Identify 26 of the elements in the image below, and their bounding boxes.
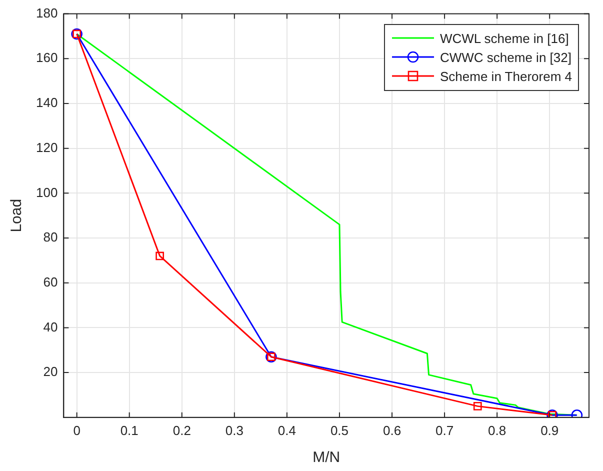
y-tick-label: 140 bbox=[36, 95, 58, 110]
y-tick-label: 180 bbox=[36, 5, 58, 20]
x-tick-label: 0.2 bbox=[172, 422, 191, 438]
y-tick-label: 20 bbox=[43, 364, 58, 380]
y-axis-title: Load bbox=[8, 198, 26, 232]
y-tick-label: 60 bbox=[43, 274, 58, 290]
x-tick-label: 0.8 bbox=[488, 422, 506, 438]
y-tick-label: 160 bbox=[36, 50, 58, 66]
legend-label: Scheme in Therorem 4 bbox=[440, 68, 572, 84]
x-tick-label: 0.4 bbox=[278, 422, 296, 438]
y-tick-label: 120 bbox=[36, 140, 58, 155]
y-tick-label: 100 bbox=[36, 184, 58, 200]
x-tick-label: 0.9 bbox=[540, 422, 559, 438]
x-tick-label: 0.6 bbox=[382, 422, 402, 438]
y-tick-label: 40 bbox=[43, 319, 58, 334]
legend-label: CWWC scheme in [32] bbox=[440, 50, 572, 65]
point bbox=[473, 402, 482, 410]
x-axis-title: M/N bbox=[312, 449, 340, 466]
x-tick-label: 0.3 bbox=[225, 422, 244, 438]
legend-label: WCWL scheme in [16] bbox=[440, 30, 569, 46]
x-tick-label: 0.1 bbox=[120, 422, 138, 438]
x-tick-label: 0.5 bbox=[330, 422, 349, 438]
point bbox=[156, 252, 164, 260]
x-tick-label: 0 bbox=[73, 422, 80, 438]
y-tick-label: 80 bbox=[43, 230, 58, 245]
x-tick-label: 0.7 bbox=[436, 422, 454, 438]
